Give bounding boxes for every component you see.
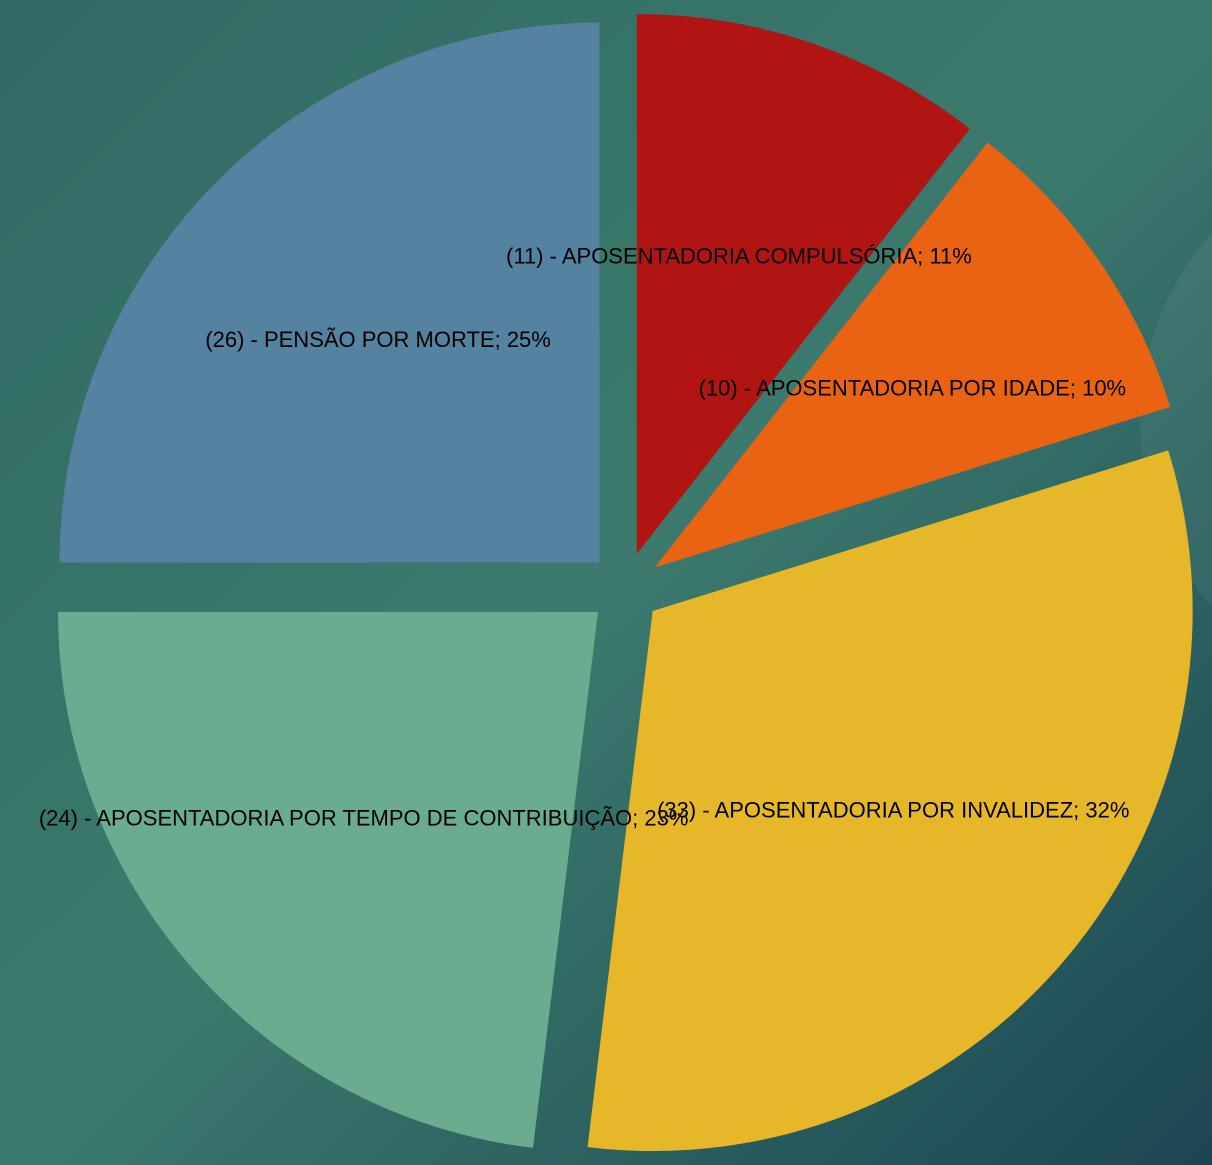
data-label: (33) - APOSENTADORIA POR INVALIDEZ; 32%: [657, 797, 1129, 822]
pie-slice: [59, 22, 600, 563]
pie-slice: [58, 611, 599, 1148]
pie-slice: [654, 142, 1171, 568]
data-label: (26) - PENSÃO POR MORTE; 25%: [205, 327, 551, 352]
data-label: (24) - APOSENTADORIA POR TEMPO DE CONTRI…: [39, 805, 689, 830]
pie-slice: [587, 450, 1193, 1152]
data-label: (11) - APOSENTADORIA COMPULSÓRIA; 11%: [506, 244, 972, 269]
data-label: (10) - APOSENTADORIA POR IDADE; 10%: [699, 375, 1127, 400]
pie-slice: [636, 13, 970, 554]
